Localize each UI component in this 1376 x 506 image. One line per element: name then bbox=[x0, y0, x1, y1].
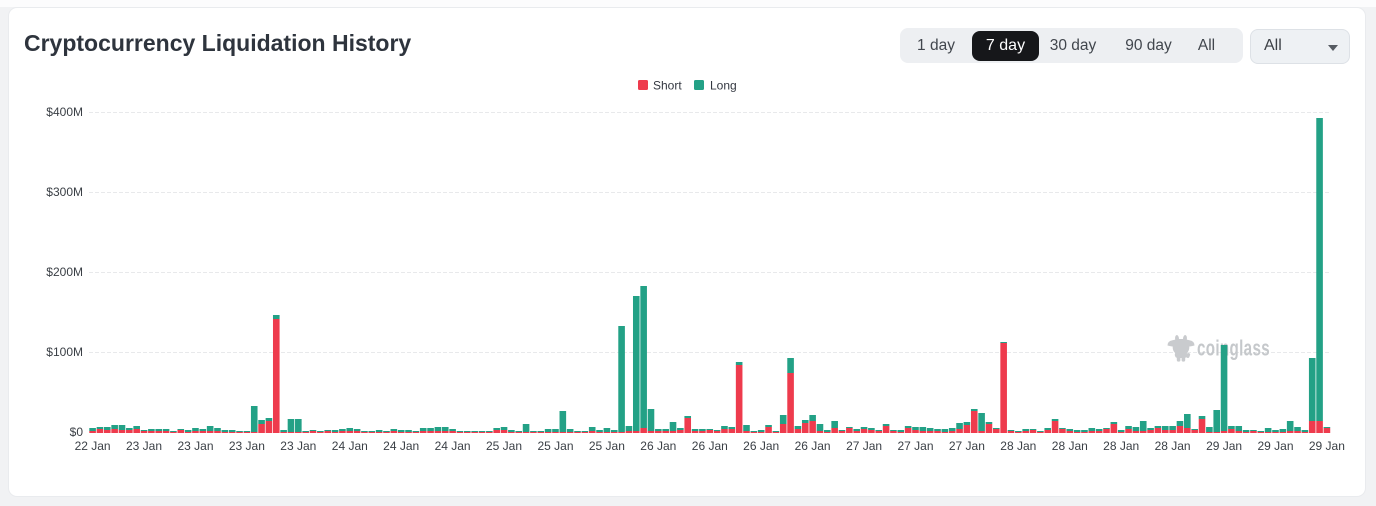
svg-text:$400M: $400M bbox=[46, 105, 83, 119]
svg-text:$100M: $100M bbox=[46, 345, 83, 359]
svg-text:29 Jan: 29 Jan bbox=[1309, 439, 1345, 453]
svg-text:28 Jan: 28 Jan bbox=[1052, 439, 1088, 453]
svg-text:25 Jan: 25 Jan bbox=[537, 439, 573, 453]
svg-text:23 Jan: 23 Jan bbox=[177, 439, 213, 453]
svg-text:28 Jan: 28 Jan bbox=[1155, 439, 1191, 453]
svg-text:28 Jan: 28 Jan bbox=[1000, 439, 1036, 453]
svg-text:26 Jan: 26 Jan bbox=[640, 439, 676, 453]
svg-text:23 Jan: 23 Jan bbox=[126, 439, 162, 453]
svg-text:27 Jan: 27 Jan bbox=[846, 439, 882, 453]
svg-text:28 Jan: 28 Jan bbox=[1103, 439, 1139, 453]
svg-text:29 Jan: 29 Jan bbox=[1257, 439, 1293, 453]
svg-text:27 Jan: 27 Jan bbox=[897, 439, 933, 453]
svg-text:Short: Short bbox=[653, 79, 682, 93]
svg-text:26 Jan: 26 Jan bbox=[743, 439, 779, 453]
svg-text:24 Jan: 24 Jan bbox=[435, 439, 471, 453]
svg-text:$0: $0 bbox=[70, 425, 84, 439]
svg-text:27 Jan: 27 Jan bbox=[949, 439, 985, 453]
svg-text:22 Jan: 22 Jan bbox=[75, 439, 111, 453]
svg-text:25 Jan: 25 Jan bbox=[486, 439, 522, 453]
svg-text:23 Jan: 23 Jan bbox=[280, 439, 316, 453]
svg-text:29 Jan: 29 Jan bbox=[1206, 439, 1242, 453]
svg-text:24 Jan: 24 Jan bbox=[383, 439, 419, 453]
svg-text:25 Jan: 25 Jan bbox=[589, 439, 625, 453]
svg-text:26 Jan: 26 Jan bbox=[795, 439, 831, 453]
svg-text:Long: Long bbox=[710, 79, 737, 93]
svg-text:$300M: $300M bbox=[46, 185, 83, 199]
svg-text:coinglass: coinglass bbox=[1197, 336, 1270, 361]
svg-text:26 Jan: 26 Jan bbox=[692, 439, 728, 453]
svg-text:24 Jan: 24 Jan bbox=[332, 439, 368, 453]
svg-text:$200M: $200M bbox=[46, 265, 83, 279]
svg-text:23 Jan: 23 Jan bbox=[229, 439, 265, 453]
